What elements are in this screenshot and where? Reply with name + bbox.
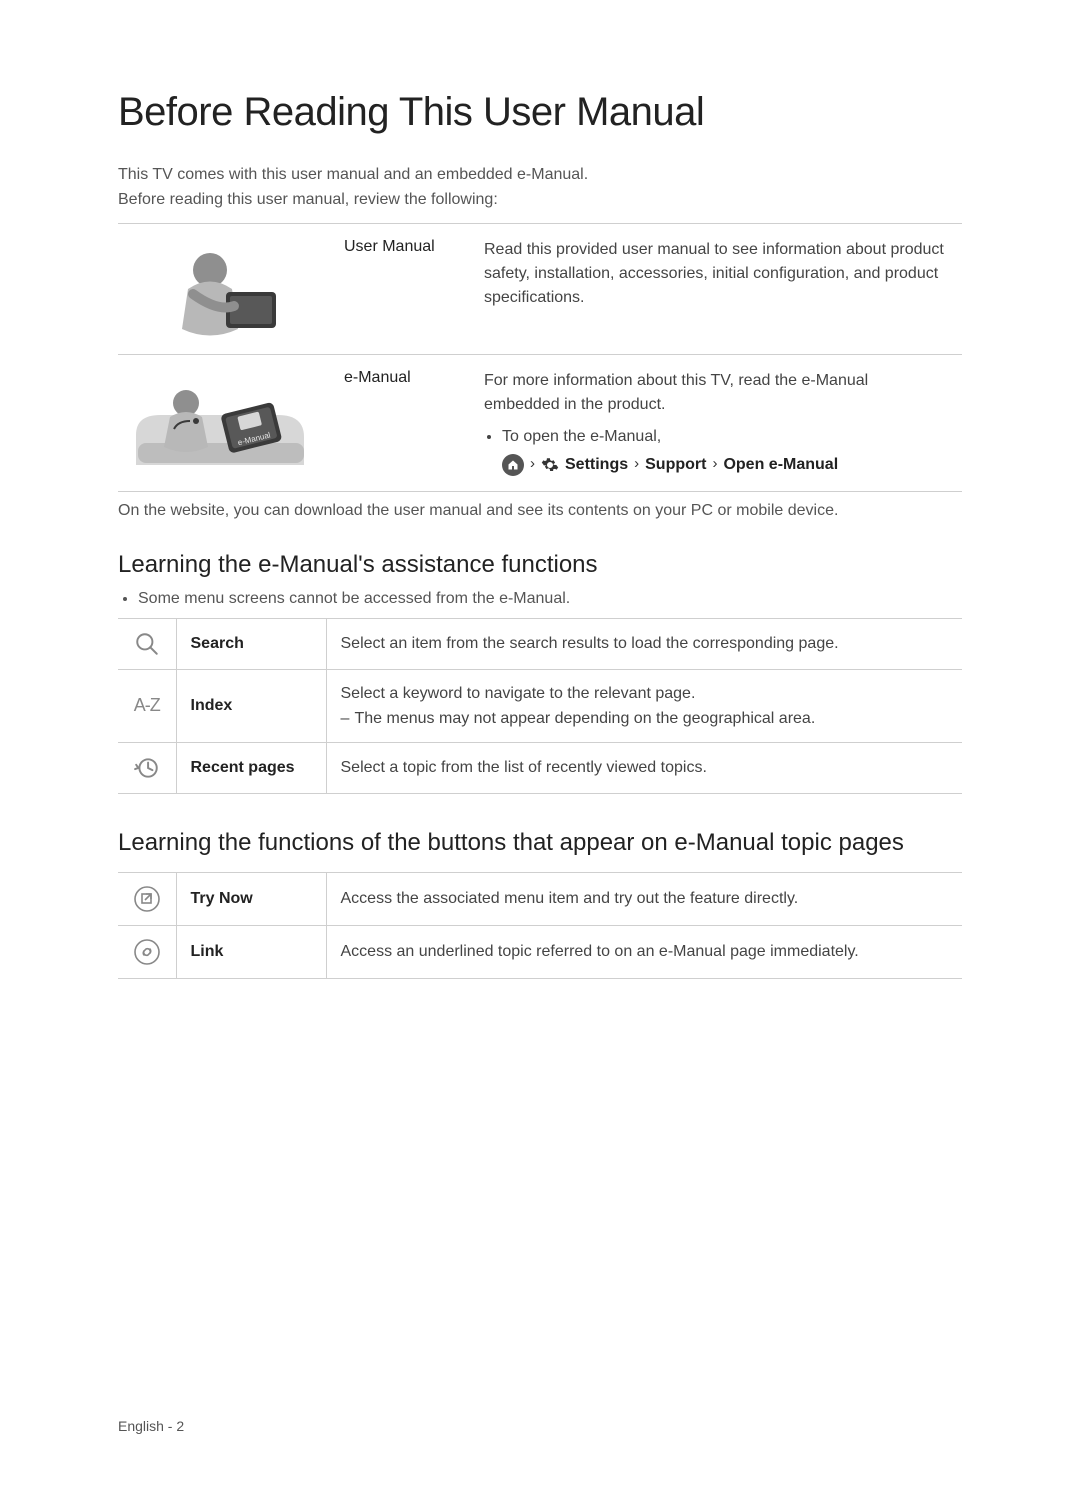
note-item: Some menu screens cannot be accessed fro… (138, 590, 962, 608)
e-manual-open-bullet: To open the e-Manual, › Settings › Su (502, 425, 946, 477)
user-manual-illustration (118, 223, 328, 354)
intro-block: This TV comes with this user manual and … (118, 163, 962, 213)
path-support: Support (645, 453, 706, 477)
intro-line-1: This TV comes with this user manual and … (118, 163, 962, 188)
index-icon: A-Z (118, 669, 176, 742)
table-row: Link Access an underlined topic referred… (118, 925, 962, 978)
try-now-desc: Access the associated menu item and try … (326, 872, 962, 925)
path-settings: Settings (565, 453, 628, 477)
gear-icon (541, 456, 559, 474)
search-desc: Select an item from the search results t… (326, 618, 962, 669)
assistance-functions-table: Search Select an item from the search re… (118, 618, 962, 794)
try-now-icon (118, 872, 176, 925)
footer-dash: - (164, 1418, 176, 1434)
person-reading-icon (138, 234, 308, 344)
table-row: Search Select an item from the search re… (118, 618, 962, 669)
download-note: On the website, you can download the use… (118, 502, 962, 520)
recent-pages-desc: Select a topic from the list of recently… (326, 742, 962, 793)
index-subnote: The menus may not appear depending on th… (341, 707, 949, 730)
index-desc-text: Select a keyword to navigate to the rele… (341, 685, 696, 702)
page-title: Before Reading This User Manual (118, 90, 962, 135)
e-manual-label: e-Manual (328, 354, 468, 491)
section-heading-buttons: Learning the functions of the buttons th… (118, 828, 962, 858)
person-on-couch-tablet-icon: e-Manual (128, 365, 318, 475)
e-manual-illustration: e-Manual (118, 354, 328, 491)
index-label: Index (176, 669, 326, 742)
link-desc: Access an underlined topic referred to o… (326, 925, 962, 978)
table-row: Try Now Access the associated menu item … (118, 872, 962, 925)
e-manual-bullet-text: To open the e-Manual, (502, 428, 661, 445)
search-icon (118, 618, 176, 669)
section-heading-assistance: Learning the e-Manual's assistance funct… (118, 550, 962, 580)
open-e-manual-path: › Settings › Support › Open e-Manual (502, 453, 946, 477)
manual-type-table: User Manual Read this provided user manu… (118, 223, 962, 492)
path-open-e-manual: Open e-Manual (723, 453, 838, 477)
e-manual-desc: For more information about this TV, read… (468, 354, 962, 491)
try-now-label: Try Now (176, 872, 326, 925)
footer-lang: English (118, 1418, 164, 1434)
link-icon (118, 925, 176, 978)
e-manual-desc-text: For more information about this TV, read… (484, 372, 868, 413)
chevron-right-icon: › (634, 453, 639, 476)
user-manual-desc: Read this provided user manual to see in… (468, 223, 962, 354)
recent-pages-label: Recent pages (176, 742, 326, 793)
user-manual-label: User Manual (328, 223, 468, 354)
table-row: A-Z Index Select a keyword to navigate t… (118, 669, 962, 742)
table-row: e-Manual e-Manual For more information a… (118, 354, 962, 491)
chevron-right-icon: › (712, 453, 717, 476)
index-desc: Select a keyword to navigate to the rele… (326, 669, 962, 742)
page-footer: English - 2 (118, 1418, 184, 1434)
search-label: Search (176, 618, 326, 669)
table-row: Recent pages Select a topic from the lis… (118, 742, 962, 793)
note-list: Some menu screens cannot be accessed fro… (118, 590, 962, 608)
chevron-right-icon: › (530, 453, 535, 476)
table-row: User Manual Read this provided user manu… (118, 223, 962, 354)
recent-pages-icon (118, 742, 176, 793)
link-label: Link (176, 925, 326, 978)
intro-line-2: Before reading this user manual, review … (118, 188, 962, 213)
button-functions-table: Try Now Access the associated menu item … (118, 872, 962, 979)
footer-page: 2 (176, 1418, 184, 1434)
home-icon (502, 454, 524, 476)
